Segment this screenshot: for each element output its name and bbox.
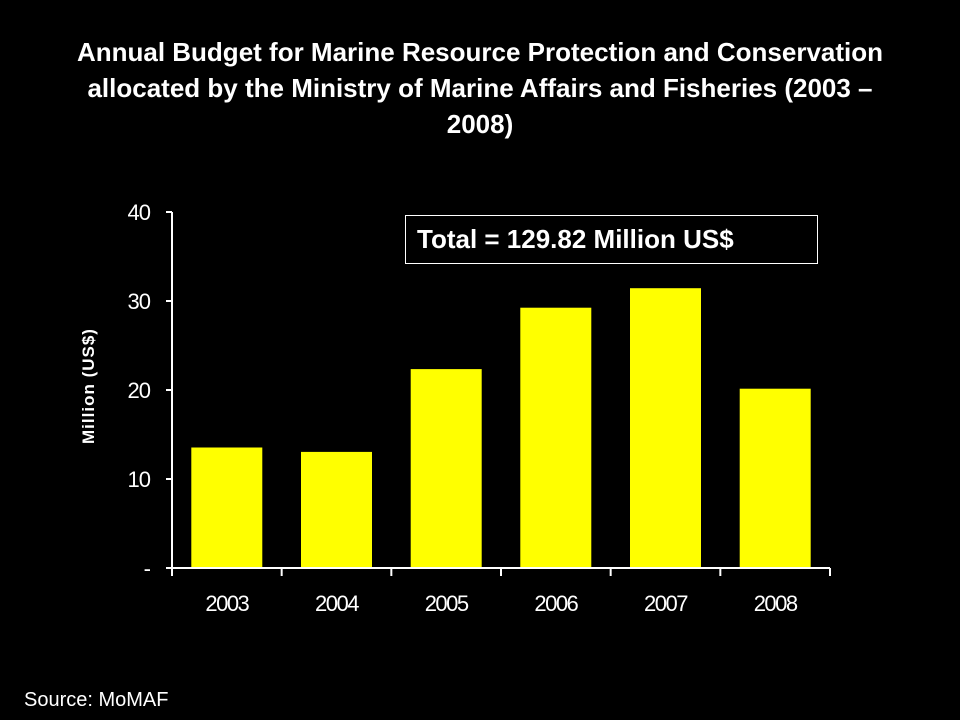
- y-tick-label-10: 10: [128, 467, 151, 492]
- y-tick-label-20: 20: [128, 378, 151, 403]
- bar-2006: [519, 306, 593, 569]
- x-tick-label-2007: 2007: [644, 591, 688, 616]
- y-tick-label-0: -: [144, 556, 151, 581]
- x-tick-label-2008: 2008: [754, 591, 798, 616]
- total-annotation-box: Total = 129.82 Million US$: [405, 215, 818, 264]
- bar-2008: [738, 387, 812, 569]
- y-tick-label-30: 30: [128, 289, 151, 314]
- x-tick-label-2003: 2003: [205, 591, 249, 616]
- ticks-layer: - 10 20 30 40 2003 2004 2005 2006 2007 2008: [128, 200, 831, 616]
- source-note: Source: MoMAF: [24, 689, 169, 711]
- total-annotation-text: Total = 129.82 Million US$: [417, 224, 734, 254]
- x-tick-label-2004: 2004: [315, 591, 359, 616]
- x-tick-label-2006: 2006: [534, 591, 578, 616]
- chart-title: Annual Budget for Marine Resource Protec…: [76, 37, 884, 139]
- bar-2005: [409, 368, 483, 569]
- bar-2007: [629, 287, 702, 569]
- bar-2004: [300, 450, 373, 569]
- x-tick-label-2005: 2005: [425, 591, 469, 616]
- bars-layer: [190, 287, 812, 569]
- y-axis-label: Million (US$): [79, 328, 98, 444]
- axes-layer: [171, 212, 830, 569]
- bar-2003: [190, 446, 264, 569]
- y-tick-label-40: 40: [128, 200, 151, 225]
